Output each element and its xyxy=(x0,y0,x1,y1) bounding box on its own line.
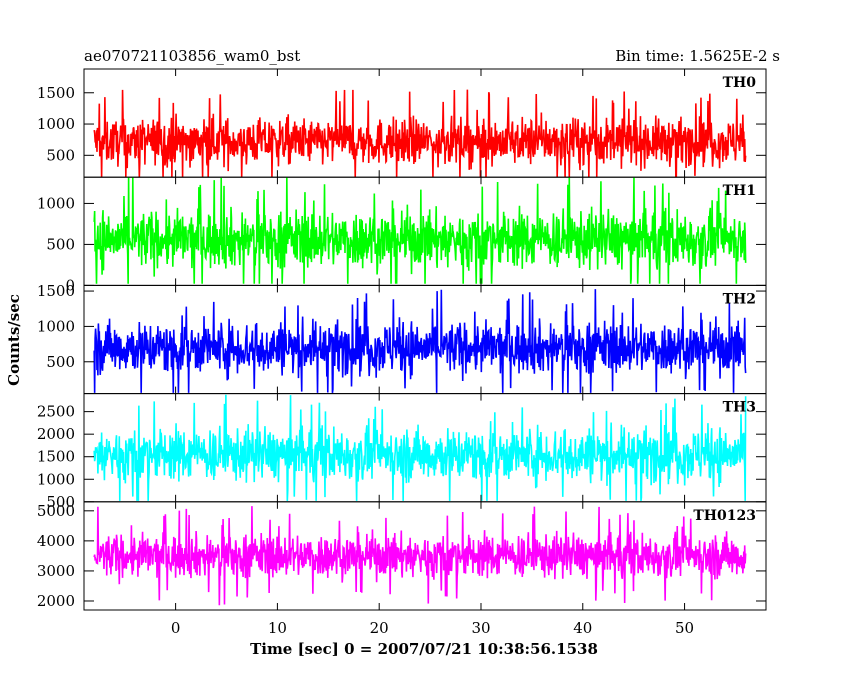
y-tick-label: 4000 xyxy=(37,532,75,550)
panel-th0: 500 1000 1500 TH0 xyxy=(37,68,767,178)
panel-frame xyxy=(83,501,767,611)
x-tick-label: 40 xyxy=(573,619,592,637)
panel-th1: 0 500 1000 TH1 xyxy=(37,176,767,294)
y-tick-label: 1000 xyxy=(37,115,75,133)
y-tick-label: 2000 xyxy=(37,425,75,443)
y-axis-title: Counts/sec xyxy=(5,294,23,386)
series-line-th3 xyxy=(93,394,747,502)
y-tick-label: 1000 xyxy=(37,317,75,335)
x-tick-label: 10 xyxy=(268,619,287,637)
y-tick-label: 500 xyxy=(46,146,75,164)
series-line-th0123 xyxy=(93,506,747,606)
y-tick-label: 2500 xyxy=(37,403,75,421)
panel-frame xyxy=(83,68,767,178)
panel-label-th3: TH3 xyxy=(723,400,756,416)
series-line-th1 xyxy=(93,177,747,284)
x-axis: 0 10 20 30 40 50 xyxy=(171,619,694,637)
panel-label-th0123: TH0123 xyxy=(693,508,756,524)
chart-title: ae070721103856_wam0_bst xyxy=(84,47,300,65)
y-tick-label: 500 xyxy=(46,493,75,511)
panel-label-th2: TH2 xyxy=(723,291,756,307)
panel-th0123: 2000 3000 4000 5000 TH0123 xyxy=(37,501,767,611)
y-tick-label: 1500 xyxy=(37,282,75,300)
y-tick-label: 1000 xyxy=(37,470,75,488)
y-tick-label: 2000 xyxy=(37,592,75,610)
x-tick-label: 30 xyxy=(471,619,490,637)
y-tick-label: 1500 xyxy=(37,448,75,466)
y-tick-label: 1500 xyxy=(37,84,75,102)
x-tick-label: 50 xyxy=(675,619,694,637)
y-tick-label: 3000 xyxy=(37,562,75,580)
x-axis-title: Time [sec] 0 = 2007/07/21 10:38:56.1538 xyxy=(250,640,598,658)
bin-time-label: Bin time: 1.5625E-2 s xyxy=(615,47,780,65)
series-line-th0 xyxy=(93,89,747,178)
panel-label-th0: TH0 xyxy=(723,75,757,91)
panel-th3: 500 1000 1500 2000 2500 TH3 xyxy=(37,393,767,511)
y-tick-label: 1000 xyxy=(37,194,75,212)
panel-label-th1: TH1 xyxy=(723,183,756,199)
y-tick-label: 500 xyxy=(46,235,75,253)
panel-th2: 500 1000 1500 TH2 xyxy=(37,282,767,395)
x-tick-label: 20 xyxy=(370,619,389,637)
x-tick-label: 0 xyxy=(171,619,181,637)
y-tick-label: 5000 xyxy=(37,502,75,520)
series-line-th2 xyxy=(93,289,747,393)
y-tick-label: 500 xyxy=(46,353,75,371)
y-tick-label: 0 xyxy=(65,276,75,294)
